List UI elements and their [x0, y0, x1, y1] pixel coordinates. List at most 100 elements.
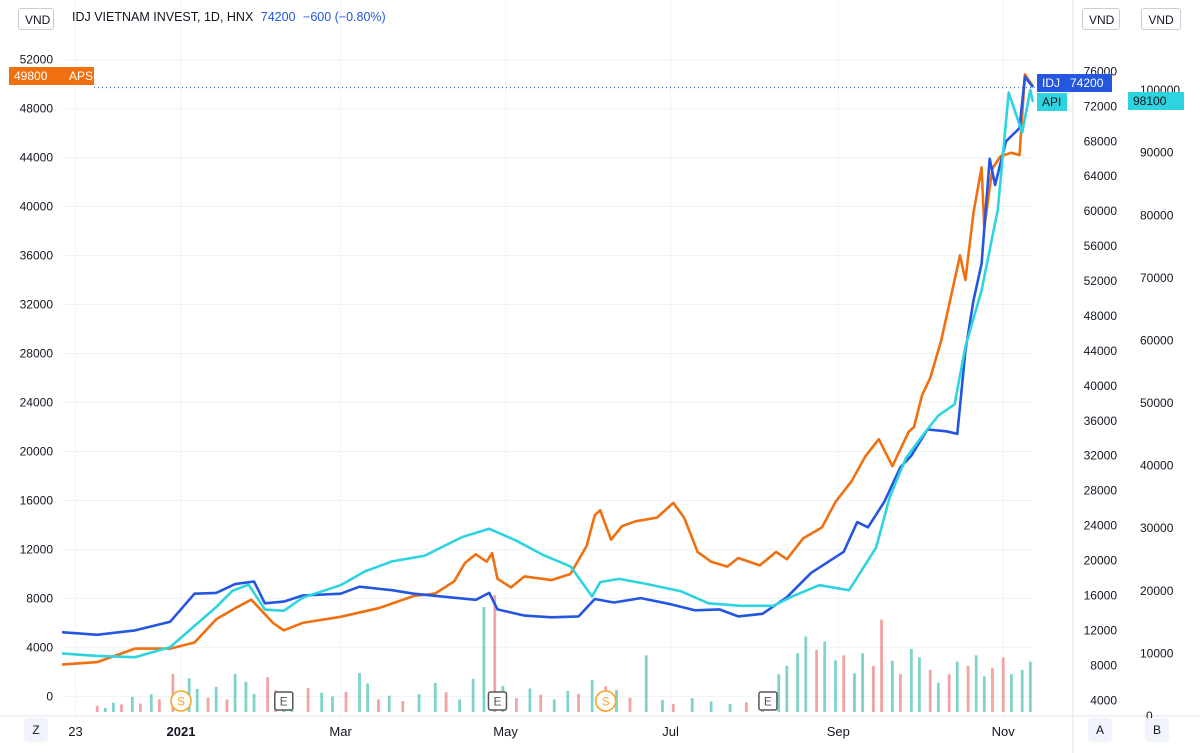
volume-bar: [493, 595, 497, 712]
volume-bar: [433, 683, 437, 712]
right-tick-label: 20000: [1140, 584, 1174, 598]
earnings-marker-label: E: [764, 695, 772, 709]
volume-bar: [834, 660, 837, 712]
volume-bar: [899, 674, 902, 712]
volume-bar: [514, 698, 518, 712]
volume-bar: [331, 696, 334, 712]
volume-bar: [244, 681, 248, 712]
volume-bar: [266, 677, 269, 712]
time-tick-label: Mar: [329, 724, 352, 739]
volume-bar: [111, 702, 115, 712]
volume-bar: [628, 697, 632, 712]
split-marker-label: S: [602, 695, 610, 709]
volume-bar: [815, 649, 819, 712]
middle-tick-label: 56000: [1084, 239, 1118, 253]
volume-bar: [1001, 657, 1005, 712]
volume-bar: [785, 665, 789, 712]
volume-bar: [482, 607, 486, 712]
left-tick-label: 52000: [20, 53, 54, 67]
volume-bar: [991, 667, 994, 712]
time-tick-label: 2021: [167, 724, 196, 739]
volume-bar: [577, 693, 581, 712]
volume-bar: [890, 660, 894, 712]
volume-bar: [823, 641, 827, 712]
middle-tick-label: 4000: [1090, 693, 1117, 707]
earnings-marker: [758, 691, 778, 711]
middle-tick-label: 44000: [1084, 344, 1118, 358]
volume-bar: [796, 653, 800, 712]
volume-bar: [671, 704, 675, 712]
symbol-info: IDJ VIETNAM INVEST, 1D, HNX: [72, 10, 254, 24]
middle-tick-label: 32000: [1084, 449, 1118, 463]
right-tick-label: 80000: [1140, 208, 1174, 222]
earnings-marker: [487, 691, 508, 711]
series-line-api: [61, 88, 1035, 659]
volume-bar: [103, 707, 107, 712]
volume-bar: [120, 704, 123, 712]
left-tick-label: 12000: [20, 542, 54, 556]
volume-bar: [872, 665, 875, 712]
volume-bar: [458, 699, 461, 712]
middle-tick-label: 12000: [1084, 623, 1118, 637]
middle-tick-label: 28000: [1084, 484, 1118, 498]
left-tick-label: 40000: [20, 200, 54, 214]
volume-bar: [909, 649, 913, 712]
volume-bar: [928, 670, 932, 712]
timezone-button[interactable]: Z: [24, 718, 48, 742]
time-tick-label: Nov: [992, 724, 1016, 739]
volume-bar: [777, 674, 781, 712]
auto-scale-button-right[interactable]: B: [1145, 718, 1169, 742]
volume-bar: [1020, 670, 1024, 712]
right-tick-label: 40000: [1140, 459, 1174, 473]
chart-legend-header: IDJ VIETNAM INVEST, 1D, HNX 74200 −600 (…: [72, 10, 390, 24]
volume-bar: [225, 699, 229, 712]
left-tick-label: 24000: [20, 395, 54, 409]
middle-currency-button[interactable]: VND: [1082, 8, 1120, 30]
time-tick-label: 23: [68, 724, 82, 739]
left-price-scale[interactable]: 0 4000 8000 12000 16000 20000 24000 28000 32000 3…: [20, 53, 54, 704]
left-tick-label: 16000: [20, 493, 54, 507]
volume-bar: [214, 686, 218, 712]
split-marker-label: S: [177, 695, 185, 709]
volume-bar: [401, 701, 405, 712]
volume-bar: [206, 697, 210, 712]
volume-bar: [1009, 674, 1013, 712]
right-tick-label: 10000: [1140, 646, 1174, 660]
series-line-idj: [61, 75, 1035, 637]
middle-tick-label: 64000: [1084, 169, 1118, 183]
right-tick-label: 0: [1146, 709, 1153, 723]
earnings-marker-label: E: [280, 695, 288, 709]
volume-bar: [615, 690, 618, 712]
volume-bar: [709, 701, 713, 712]
volume-bar: [661, 699, 664, 712]
time-tick-label: Jul: [662, 724, 679, 739]
auto-scale-button[interactable]: A: [1088, 718, 1112, 742]
last-price: 74200: [260, 10, 296, 24]
volume-bar: [966, 665, 970, 712]
left-tick-label: 32000: [20, 298, 54, 312]
time-tick-label: Sep: [827, 724, 850, 739]
series-lines: [61, 73, 1035, 666]
left-tick-label: 44000: [20, 151, 54, 165]
volume-bar: [444, 692, 448, 712]
right-tick-label: 50000: [1140, 396, 1174, 410]
volume-bar: [552, 699, 556, 712]
time-axis[interactable]: 23 2021 Mar May Jul Sep Nov: [68, 724, 1015, 739]
volume-bar: [358, 672, 361, 712]
aps-series-label: APS: [64, 67, 94, 85]
volume-bar: [936, 682, 940, 712]
volume-bar: [233, 673, 237, 712]
right-price-scale[interactable]: 0 10000 20000 30000 40000 50000 60000 70000 8000…: [1140, 83, 1180, 723]
volume-bar: [471, 678, 475, 712]
middle-price-scale[interactable]: 4000 8000 12000 16000 20000 24000 28000 32000 36…: [1084, 64, 1118, 707]
left-tick-label: 4000: [26, 640, 53, 654]
middle-tick-label: 72000: [1084, 99, 1118, 113]
series-line-aps: [61, 73, 1035, 666]
left-currency-button[interactable]: VND: [18, 8, 54, 30]
volume-bar: [728, 704, 732, 712]
volume-bar: [566, 691, 570, 712]
right-currency-button[interactable]: VND: [1141, 8, 1181, 30]
